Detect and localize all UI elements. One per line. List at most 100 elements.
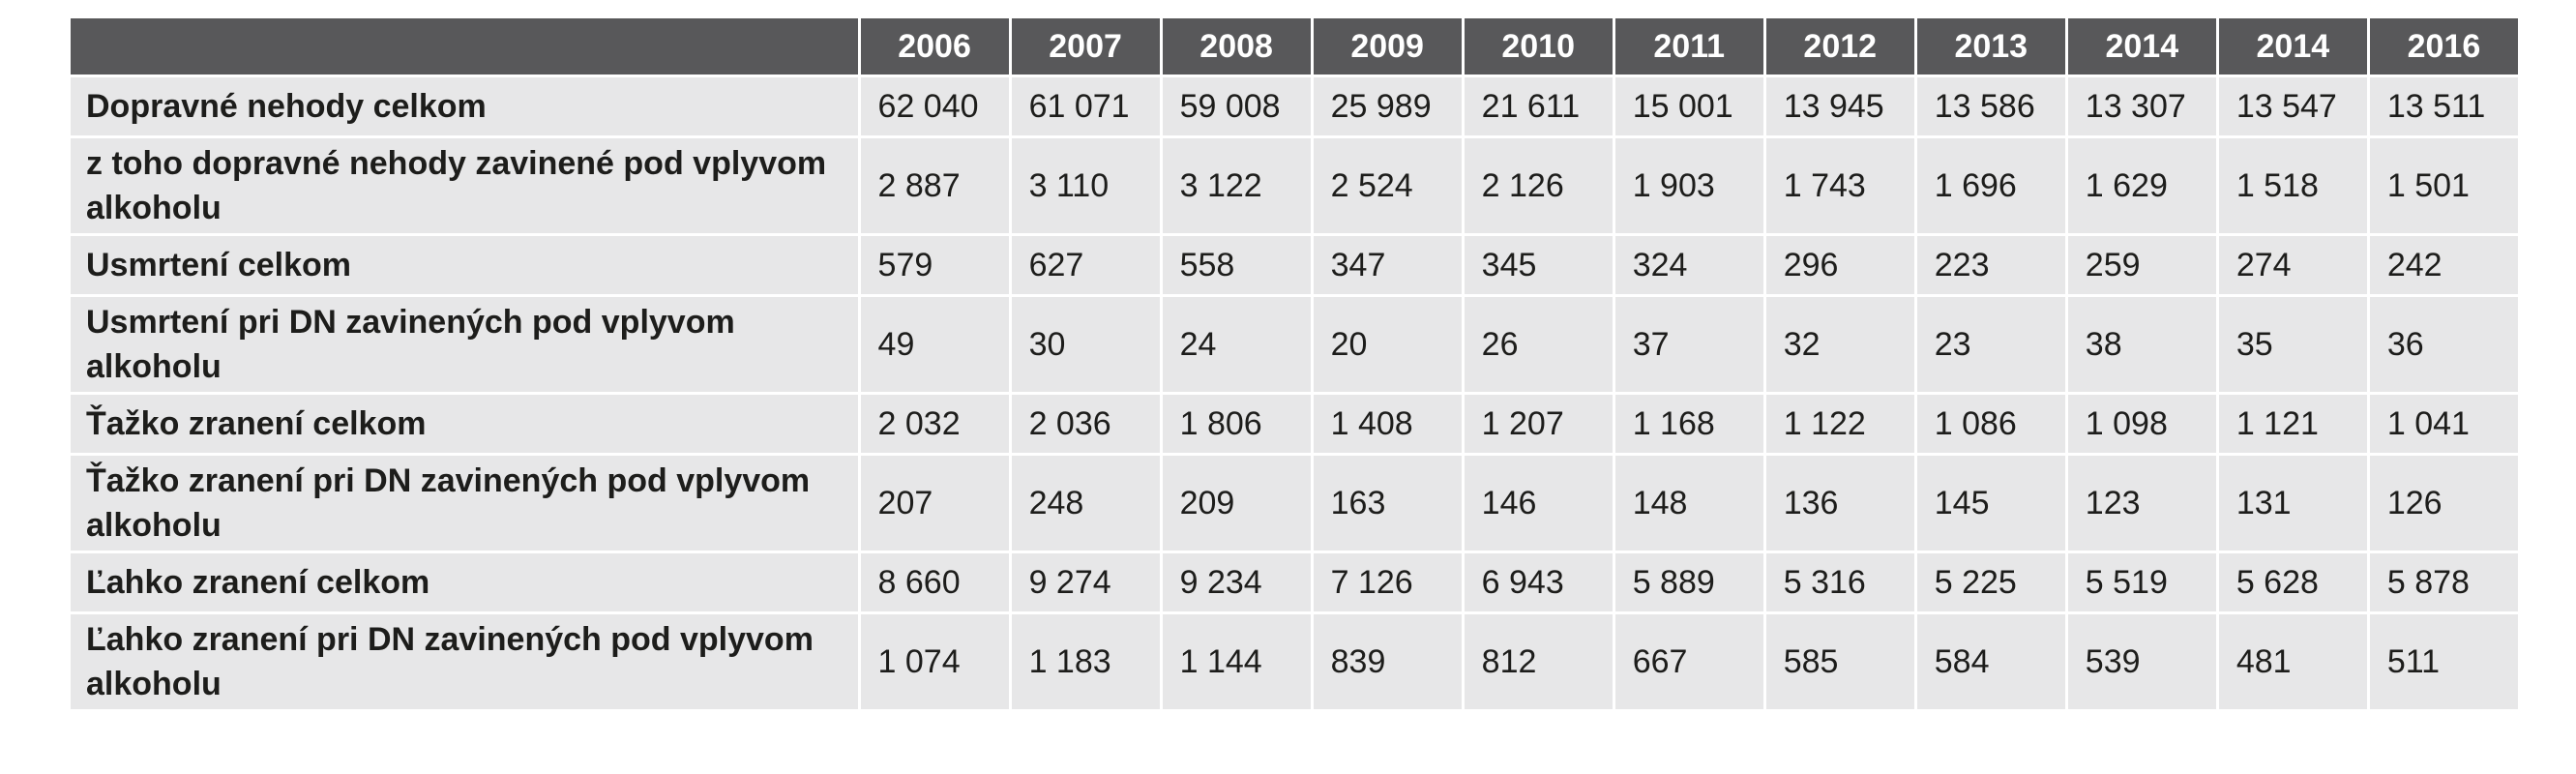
- value-cell: 223: [1916, 236, 2065, 294]
- value-cell: 36: [2369, 297, 2518, 392]
- value-cell: 1 696: [1916, 138, 2065, 233]
- value-cell: 35: [2218, 297, 2367, 392]
- value-cell: 345: [1464, 236, 1613, 294]
- table-row: Dopravné nehody celkom 62 040 61 071 59 008…: [71, 77, 2518, 135]
- header-year-cell: 2014: [2067, 18, 2216, 74]
- value-cell: 1 121: [2218, 395, 2367, 453]
- value-cell: 1 408: [1313, 395, 1462, 453]
- value-cell: 6 943: [1464, 553, 1613, 611]
- value-cell: 13 307: [2067, 77, 2216, 135]
- value-cell: 20: [1313, 297, 1462, 392]
- value-cell: 8 660: [860, 553, 1009, 611]
- value-cell: 209: [1162, 456, 1311, 551]
- value-cell: 585: [1765, 614, 1914, 709]
- value-cell: 145: [1916, 456, 2065, 551]
- value-cell: 9 274: [1011, 553, 1160, 611]
- value-cell: 3 122: [1162, 138, 1311, 233]
- value-cell: 61 071: [1011, 77, 1160, 135]
- value-cell: 2 126: [1464, 138, 1613, 233]
- value-cell: 1 098: [2067, 395, 2216, 453]
- table-row: Ľahko zranení celkom 8 660 9 274 9 234 7 126…: [71, 553, 2518, 611]
- value-cell: 148: [1614, 456, 1763, 551]
- header-year-cell: 2013: [1916, 18, 2065, 74]
- value-cell: 163: [1313, 456, 1462, 551]
- value-cell: 1 501: [2369, 138, 2518, 233]
- value-cell: 126: [2369, 456, 2518, 551]
- value-cell: 32: [1765, 297, 1914, 392]
- value-cell: 21 611: [1464, 77, 1613, 135]
- value-cell: 1 122: [1765, 395, 1914, 453]
- row-label-cell: Dopravné nehody celkom: [71, 77, 858, 135]
- value-cell: 1 806: [1162, 395, 1311, 453]
- value-cell: 296: [1765, 236, 1914, 294]
- data-table-container: 2006 2007 2008 2009 2010 2011 2012 2013 …: [68, 15, 2521, 712]
- value-cell: 839: [1313, 614, 1462, 709]
- value-cell: 5 878: [2369, 553, 2518, 611]
- value-cell: 667: [1614, 614, 1763, 709]
- row-label-cell: Usmrtení pri DN zavinených pod vplyvom a…: [71, 297, 858, 392]
- value-cell: 5 628: [2218, 553, 2367, 611]
- value-cell: 1 074: [860, 614, 1009, 709]
- value-cell: 49: [860, 297, 1009, 392]
- statistics-table: 2006 2007 2008 2009 2010 2011 2012 2013 …: [68, 15, 2521, 712]
- value-cell: 15 001: [1614, 77, 1763, 135]
- value-cell: 274: [2218, 236, 2367, 294]
- table-row: z toho dopravné nehody zavinené pod vply…: [71, 138, 2518, 233]
- header-row: 2006 2007 2008 2009 2010 2011 2012 2013 …: [71, 18, 2518, 74]
- header-year-cell: 2014: [2218, 18, 2367, 74]
- value-cell: 259: [2067, 236, 2216, 294]
- value-cell: 1 086: [1916, 395, 2065, 453]
- value-cell: 13 586: [1916, 77, 2065, 135]
- table-body: Dopravné nehody celkom 62 040 61 071 59 008…: [71, 77, 2518, 709]
- value-cell: 248: [1011, 456, 1160, 551]
- value-cell: 24: [1162, 297, 1311, 392]
- value-cell: 5 519: [2067, 553, 2216, 611]
- value-cell: 30: [1011, 297, 1160, 392]
- header-year-cell: 2008: [1162, 18, 1311, 74]
- header-corner-cell: [71, 18, 858, 74]
- value-cell: 558: [1162, 236, 1311, 294]
- header-year-cell: 2016: [2369, 18, 2518, 74]
- value-cell: 136: [1765, 456, 1914, 551]
- value-cell: 324: [1614, 236, 1763, 294]
- header-year-cell: 2009: [1313, 18, 1462, 74]
- value-cell: 2 524: [1313, 138, 1462, 233]
- value-cell: 13 547: [2218, 77, 2367, 135]
- value-cell: 13 945: [1765, 77, 1914, 135]
- value-cell: 627: [1011, 236, 1160, 294]
- table-row: Ťažko zranení celkom 2 032 2 036 1 806 1 408…: [71, 395, 2518, 453]
- value-cell: 812: [1464, 614, 1613, 709]
- table-row: Ľahko zranení pri DN zavinených pod vply…: [71, 614, 2518, 709]
- value-cell: 1 183: [1011, 614, 1160, 709]
- header-year-cell: 2011: [1614, 18, 1763, 74]
- value-cell: 242: [2369, 236, 2518, 294]
- value-cell: 59 008: [1162, 77, 1311, 135]
- row-label-cell: Ľahko zranení celkom: [71, 553, 858, 611]
- value-cell: 1 168: [1614, 395, 1763, 453]
- value-cell: 26: [1464, 297, 1613, 392]
- value-cell: 2 036: [1011, 395, 1160, 453]
- value-cell: 5 225: [1916, 553, 2065, 611]
- value-cell: 9 234: [1162, 553, 1311, 611]
- header-year-cell: 2010: [1464, 18, 1613, 74]
- value-cell: 62 040: [860, 77, 1009, 135]
- value-cell: 123: [2067, 456, 2216, 551]
- value-cell: 38: [2067, 297, 2216, 392]
- value-cell: 37: [1614, 297, 1763, 392]
- value-cell: 2 032: [860, 395, 1009, 453]
- value-cell: 481: [2218, 614, 2367, 709]
- value-cell: 347: [1313, 236, 1462, 294]
- value-cell: 539: [2067, 614, 2216, 709]
- value-cell: 3 110: [1011, 138, 1160, 233]
- value-cell: 207: [860, 456, 1009, 551]
- value-cell: 2 887: [860, 138, 1009, 233]
- value-cell: 511: [2369, 614, 2518, 709]
- value-cell: 1 518: [2218, 138, 2367, 233]
- value-cell: 1 041: [2369, 395, 2518, 453]
- value-cell: 584: [1916, 614, 2065, 709]
- value-cell: 146: [1464, 456, 1613, 551]
- value-cell: 579: [860, 236, 1009, 294]
- value-cell: 5 889: [1614, 553, 1763, 611]
- row-label-cell: Ľahko zranení pri DN zavinených pod vply…: [71, 614, 858, 709]
- header-year-cell: 2007: [1011, 18, 1160, 74]
